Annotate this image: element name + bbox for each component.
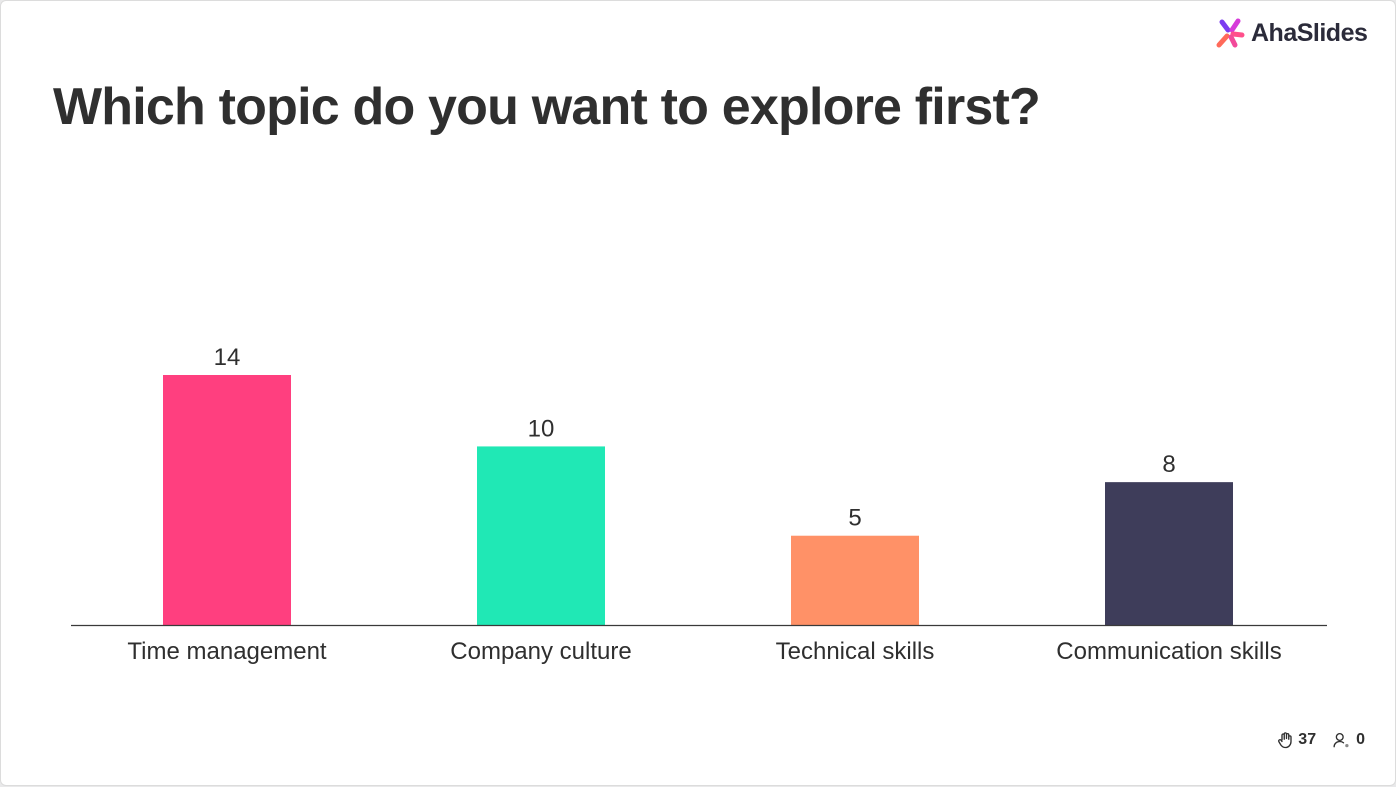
bar-0 — [163, 375, 291, 625]
bar-value-label-1: 10 — [528, 415, 555, 442]
bar-3 — [1105, 482, 1233, 625]
audience-stat: 0 — [1332, 731, 1365, 749]
bar-value-label-0: 14 — [214, 344, 241, 371]
bar-value-label-2: 5 — [848, 505, 861, 532]
category-label-3: Communication skills — [1056, 638, 1281, 665]
brand-name: AhaSlides — [1251, 18, 1368, 47]
bar-2 — [791, 535, 919, 625]
bar-1 — [477, 446, 605, 625]
person-icon — [1333, 732, 1349, 748]
slide-footer: 37 0 — [1276, 731, 1365, 749]
responses-stat: 37 — [1276, 731, 1316, 749]
audience-count: 0 — [1356, 731, 1365, 748]
raised-hand-icon — [1278, 732, 1292, 749]
question-title: Which topic do you want to explore first… — [53, 78, 1041, 136]
brand-logo: AhaSlides — [1213, 15, 1368, 51]
category-label-1: Company culture — [450, 638, 631, 665]
category-label-2: Technical skills — [776, 638, 935, 665]
bar-value-label-3: 8 — [1162, 451, 1175, 478]
category-label-0: Time management — [127, 638, 327, 665]
responses-count: 37 — [1298, 731, 1317, 748]
ahaslides-logo-icon — [1216, 18, 1245, 48]
